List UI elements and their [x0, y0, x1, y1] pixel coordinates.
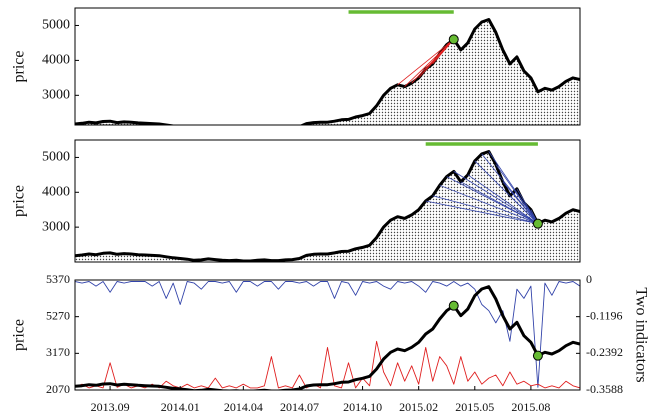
- highlight-point: [448, 34, 459, 45]
- plot-area: [75, 150, 580, 262]
- link-line: [439, 184, 539, 225]
- y-axis-label: price: [11, 51, 28, 83]
- y2-tick-label: -0.2392: [586, 345, 623, 359]
- link-line: [467, 174, 539, 224]
- y-tick-label: 3000: [42, 88, 70, 103]
- link-line: [432, 39, 455, 65]
- highlight-point: [532, 218, 543, 229]
- y-tick-label: 3170: [46, 345, 70, 359]
- y-tick-label: 5370: [46, 272, 70, 286]
- indicator-line: [75, 281, 580, 388]
- panel-frame: [74, 139, 581, 263]
- panel-frame: [74, 7, 581, 126]
- y-tick-label: 5270: [46, 308, 70, 322]
- x-tick-label: 2015.05: [455, 400, 494, 414]
- x-tick-label: 2014.04: [224, 400, 263, 414]
- price-line: [75, 285, 580, 390]
- y2-axis-label: Two indicators: [632, 287, 649, 382]
- indicator-line: [75, 340, 580, 389]
- y-tick-label: 4000: [42, 53, 70, 68]
- x-tick-label: 2015.08: [511, 400, 550, 414]
- y2-tick-label: -0.3588: [586, 382, 623, 396]
- x-tick-label: 2015.02: [399, 400, 438, 414]
- y-tick-label: 2070: [46, 382, 70, 396]
- y2-tick-label: 0: [586, 272, 592, 286]
- y-tick-label: 3000: [42, 219, 70, 234]
- x-tick-label: 2014.10: [343, 400, 382, 414]
- dotted-area: [75, 19, 580, 125]
- x-tick-label: 2014.01: [161, 400, 200, 414]
- link-line: [502, 181, 539, 224]
- plot-area: [75, 281, 580, 390]
- link-line: [509, 195, 539, 224]
- x-tick-label: 2014.07: [280, 400, 319, 414]
- highlight-point: [532, 350, 543, 361]
- y-tick-label: 5000: [42, 18, 70, 33]
- link-line: [425, 200, 538, 225]
- plot-area: [75, 18, 580, 125]
- dotted-area: [75, 151, 580, 262]
- x-tick-label: 2013.09: [91, 400, 130, 414]
- price-line: [75, 150, 580, 262]
- y-tick-label: 4000: [42, 185, 70, 200]
- price-line: [75, 18, 580, 125]
- link-line: [460, 181, 539, 225]
- panel-frame: [74, 279, 581, 391]
- y2-tick-label: -0.1196: [586, 308, 623, 322]
- highlight-point: [448, 300, 459, 311]
- link-line: [397, 39, 455, 86]
- y-axis-label: price: [11, 185, 28, 217]
- y-axis-label: price: [11, 319, 28, 351]
- link-line: [432, 195, 539, 225]
- y-tick-label: 5000: [42, 150, 70, 165]
- link-line: [453, 171, 539, 224]
